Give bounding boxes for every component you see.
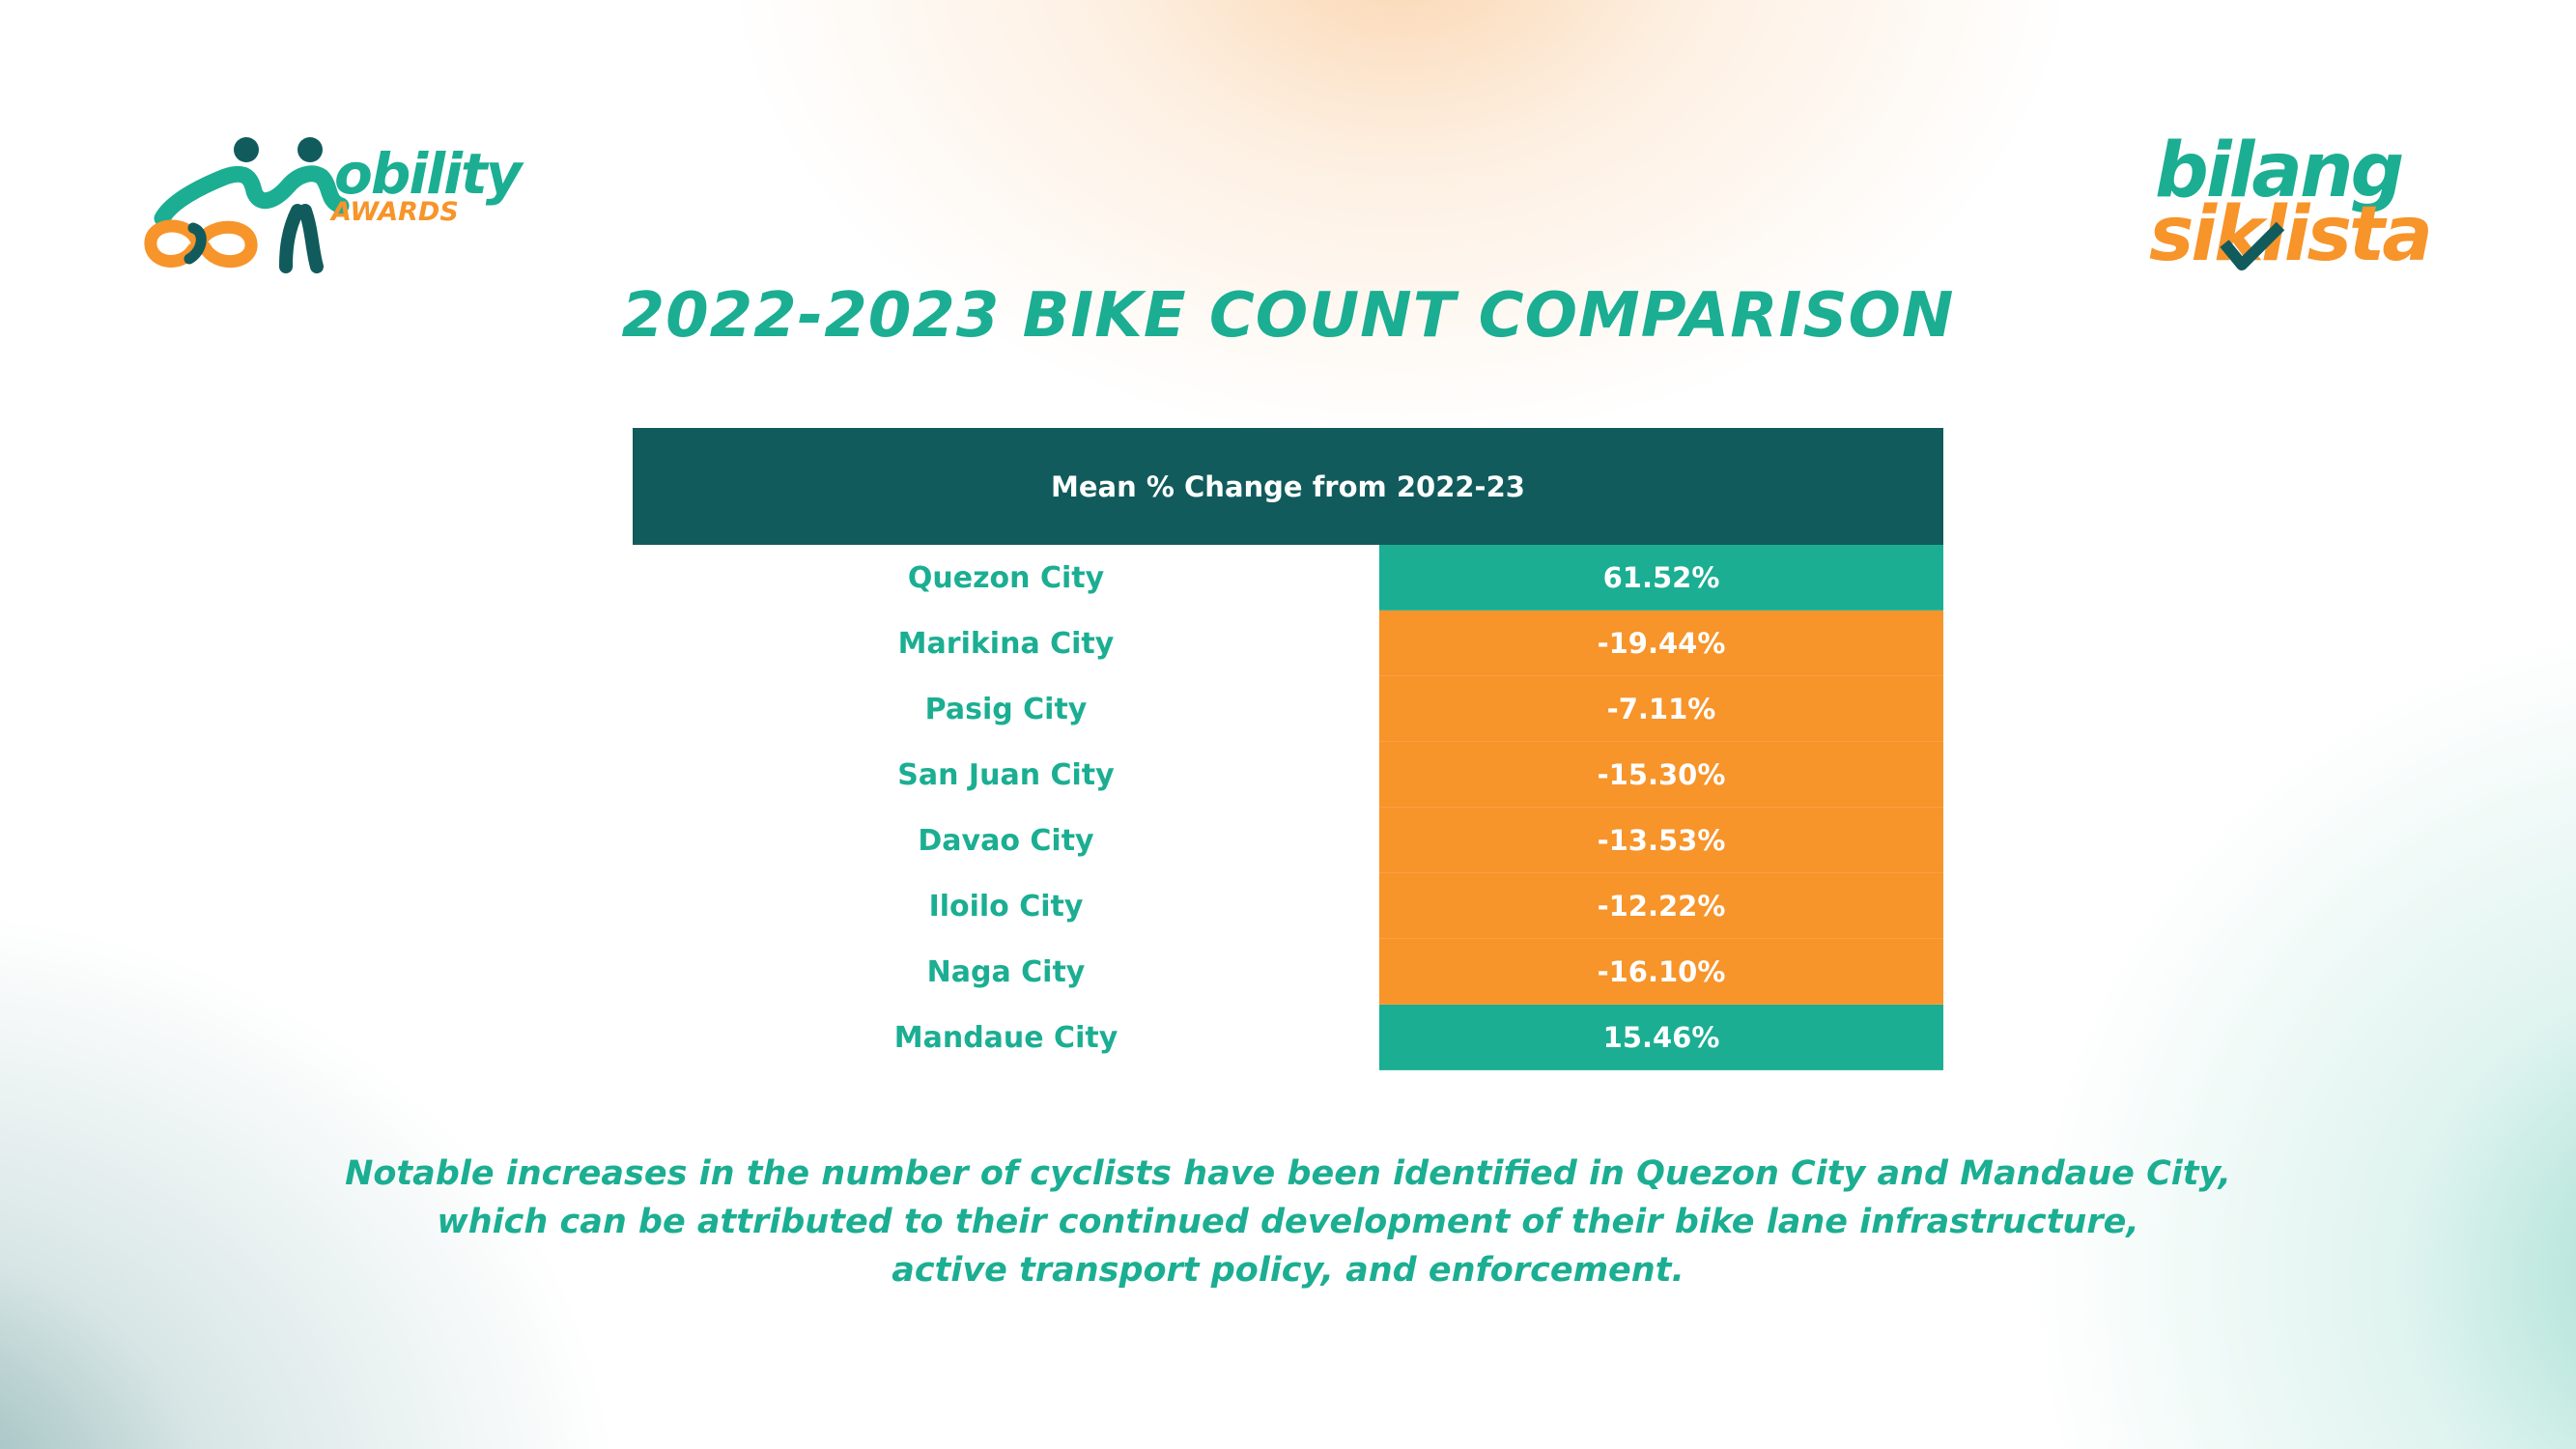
city-name: Naga City	[926, 954, 1086, 989]
city-name: Marikina City	[897, 626, 1115, 661]
city-name: San Juan City	[897, 757, 1115, 792]
mobility-figures-icon	[144, 137, 350, 273]
table-row: San Juan City -15.30%	[633, 742, 1943, 808]
city-name: Quezon City	[907, 560, 1105, 595]
bilang-siklista-logo: bilang siklista	[2149, 128, 2468, 280]
percent-change-value: -16.10%	[1379, 939, 1943, 1005]
city-name: Davao City	[918, 823, 1094, 858]
summary-note: Notable increases in the number of cycli…	[0, 1150, 2576, 1294]
mobility-awards-logo: obility AWARDS	[133, 133, 523, 278]
table-row: Quezon City 61.52%	[633, 545, 1943, 611]
table-row: Davao City -13.53%	[633, 808, 1943, 873]
percent-change-value: -19.44%	[1379, 611, 1943, 676]
checkmark-icon	[2220, 221, 2285, 270]
note-line: active transport policy, and enforcement…	[892, 1251, 1684, 1290]
note-line: Notable increases in the number of cycli…	[345, 1154, 2231, 1193]
page-title: 2022-2023 BIKE COUNT COMPARISON	[621, 280, 1955, 352]
logo-subtitle: AWARDS	[331, 197, 459, 227]
table-body: Quezon City 61.52% Marikina City -19.44% Pas…	[633, 545, 1943, 1070]
city-name: Mandaue City	[893, 1020, 1118, 1055]
percent-change-value: -12.22%	[1379, 873, 1943, 939]
table-row: Naga City -16.10%	[633, 939, 1943, 1005]
table-row: Pasig City -7.11%	[633, 676, 1943, 742]
bike-count-table: Mean % Change from 2022-23 Quezon City 61…	[633, 428, 1943, 1070]
table-row: Marikina City -19.44%	[633, 611, 1943, 676]
city-name: Pasig City	[924, 692, 1088, 726]
table-row: Iloilo City -12.22%	[633, 873, 1943, 939]
table-header: Mean % Change from 2022-23	[633, 428, 1943, 545]
logo-line-bilang: bilang	[2155, 128, 2404, 214]
logo-wordmark: obility	[334, 141, 523, 207]
note-line: which can be attributed to their continu…	[437, 1203, 2139, 1241]
city-name: Iloilo City	[928, 889, 1084, 923]
percent-change-value: -13.53%	[1379, 808, 1943, 873]
logo-line-siklista: siklista	[2149, 191, 2433, 278]
percent-change-value: -15.30%	[1379, 742, 1943, 808]
table-row: Mandaue City 15.46%	[633, 1005, 1943, 1070]
percent-change-value: 61.52%	[1379, 545, 1943, 611]
percent-change-value: 15.46%	[1379, 1005, 1943, 1070]
percent-change-value: -7.11%	[1379, 676, 1943, 742]
